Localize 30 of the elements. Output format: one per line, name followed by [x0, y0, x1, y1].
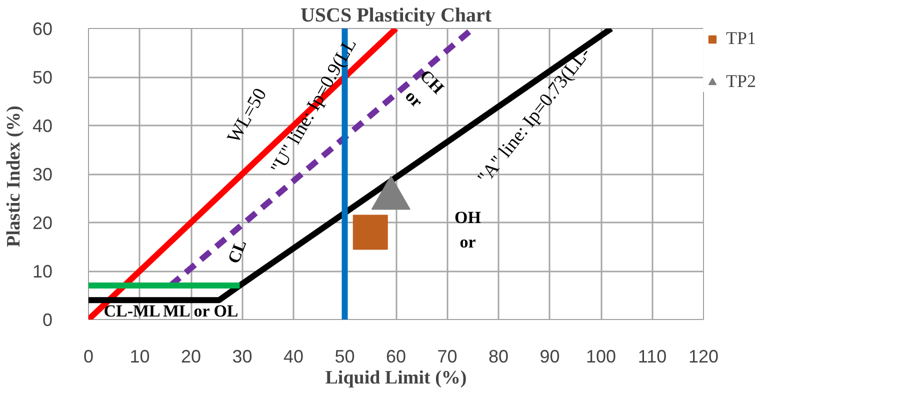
- x-tick-label: 120: [688, 346, 719, 366]
- x-tick-label: 80: [488, 346, 509, 366]
- x-tick-label: 0: [83, 346, 94, 366]
- x-tick-label: 20: [180, 346, 202, 366]
- y-tick-label: 0: [42, 310, 53, 330]
- annotation: CL: [224, 237, 250, 266]
- y-tick-label: 20: [32, 213, 53, 233]
- y-tick-label: 40: [32, 116, 53, 136]
- annotation: OH: [454, 208, 481, 228]
- x-tick-label: 50: [334, 346, 355, 366]
- y-tick-label: 10: [32, 262, 53, 282]
- x-tick-label: 60: [386, 346, 406, 366]
- x-tick-label: 90: [540, 346, 560, 366]
- x-tick-label: 40: [283, 346, 304, 366]
- x-tick-label: 70: [437, 346, 458, 366]
- legend-label: TP2: [726, 71, 756, 92]
- x-tick-label: 10: [130, 346, 150, 366]
- annotation: ML or OL: [163, 301, 238, 320]
- y-tick-label: 60: [32, 19, 53, 39]
- x-tick-label: 110: [638, 346, 667, 366]
- y-tick-label: 50: [32, 68, 53, 88]
- annotation: or: [460, 232, 476, 252]
- y-tick-label: 30: [32, 164, 53, 184]
- x-axis-title: Liquid Limit (%): [325, 368, 467, 388]
- x-tick-label: 100: [586, 346, 616, 366]
- annotation: CL-ML: [104, 301, 160, 320]
- y-axis-title: Plastic Index (%): [3, 106, 24, 248]
- legend-label: TP1: [726, 28, 756, 49]
- x-tick-label: 30: [232, 346, 252, 366]
- chart-title: USCS Plasticity Chart: [300, 4, 492, 26]
